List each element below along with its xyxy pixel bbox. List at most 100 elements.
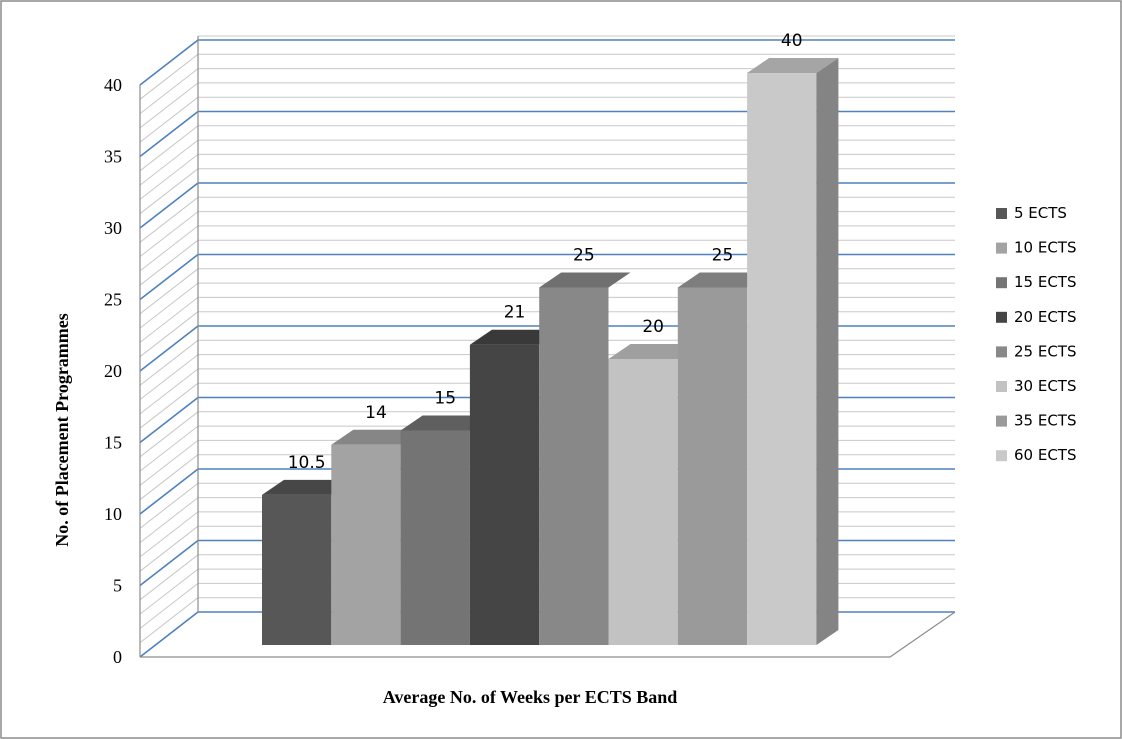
side-wall-gridline <box>139 354 199 400</box>
y-tick-label: 35 <box>104 147 122 167</box>
side-wall-gridline <box>139 168 199 215</box>
side-major-gridline <box>139 611 199 658</box>
legend-item: 10 ECTS <box>996 239 1077 257</box>
side-major-gridline <box>139 182 199 229</box>
legend-swatch <box>996 346 1007 358</box>
bar-60-ects <box>747 58 839 645</box>
legend-label: 15 ECTS <box>1014 273 1077 291</box>
side-major-gridline <box>139 325 199 372</box>
bar-top <box>677 272 770 288</box>
bar-front <box>469 344 540 645</box>
y-tick-label: 15 <box>104 433 122 453</box>
side-wall-gridline <box>139 268 199 315</box>
bar-top <box>608 344 700 359</box>
side-wall-gridline <box>139 568 199 615</box>
side-wall-gridline <box>139 425 199 472</box>
legend-swatch <box>996 450 1007 462</box>
legend-swatch <box>996 381 1007 392</box>
data-labels-layer: 10.5 14 15 21 25 20 25 40 <box>288 31 803 473</box>
y-tick-label: 5 <box>113 576 122 596</box>
bar-30-ects <box>608 344 700 645</box>
y-tick-label: 40 <box>104 75 122 95</box>
bar-top <box>469 329 562 345</box>
bar-front <box>608 359 678 645</box>
side-wall-gridline <box>139 583 199 629</box>
side-wall-gridline <box>139 382 199 429</box>
y-axis-title: No. of Placement Programmes <box>52 313 72 547</box>
side-major-gridline <box>139 39 199 86</box>
side-wall-gridline <box>139 525 199 572</box>
side-wall-gridline <box>139 53 199 100</box>
data-label: 40 <box>781 31 803 51</box>
side-wall-gridline <box>139 96 199 143</box>
data-label: 21 <box>504 303 526 323</box>
bar-top <box>400 415 492 431</box>
bar-side <box>816 58 839 645</box>
side-wall-gridline <box>139 154 199 200</box>
y-tick-labels-layer: 0 5 10 15 20 25 30 35 40 <box>104 75 122 667</box>
bar-front <box>677 287 748 645</box>
legend-label: 35 ECTS <box>1014 412 1077 430</box>
side-wall-gridline <box>139 511 199 558</box>
data-label: 20 <box>642 317 664 337</box>
y-tick-label: 0 <box>113 647 122 667</box>
legend-item: 25 ECTS <box>996 342 1077 360</box>
bar-front <box>262 494 332 645</box>
legend-label: 60 ECTS <box>1014 446 1077 464</box>
legend-swatch <box>996 208 1007 219</box>
legend-item: 15 ECTS <box>996 273 1077 291</box>
legend-label: 20 ECTS <box>1014 308 1077 326</box>
legend-swatch <box>996 277 1007 289</box>
legend-swatch <box>996 311 1007 323</box>
y-tick-label: 20 <box>104 361 122 381</box>
y-tick-label: 30 <box>104 218 122 238</box>
side-major-gridline <box>139 396 199 444</box>
legend-item: 5 ECTS <box>996 204 1067 222</box>
side-wall-gridline <box>139 311 199 358</box>
data-label: 25 <box>712 246 734 266</box>
bar-10-ects <box>331 429 423 645</box>
bar-top <box>331 429 423 445</box>
legend-item: 20 ECTS <box>996 308 1077 326</box>
side-wall-gridline <box>139 139 199 186</box>
bar-top <box>539 272 631 288</box>
x-axis-title: Average No. of Weeks per ECTS Band <box>383 687 678 707</box>
side-major-gridline <box>139 539 199 587</box>
side-wall-gridline <box>139 497 199 543</box>
side-wall-gridline <box>139 282 199 329</box>
legend-label: 10 ECTS <box>1014 239 1077 257</box>
side-wall-gridline <box>139 597 199 644</box>
bar-front <box>747 73 817 645</box>
side-wall-gridline <box>139 68 199 114</box>
axes-layer <box>139 36 956 658</box>
legend-item: 60 ECTS <box>996 446 1077 464</box>
data-label: 10.5 <box>288 453 326 473</box>
side-wall-gridline <box>139 440 199 486</box>
legend-swatch <box>996 415 1007 427</box>
data-label: 25 <box>573 246 595 266</box>
legend-swatch <box>996 242 1007 254</box>
side-wall-gridline <box>139 454 199 501</box>
side-wall-gridline <box>139 211 199 257</box>
data-label: 14 <box>365 403 387 423</box>
side-wall-gridline <box>139 297 199 343</box>
side-wall-gridline <box>139 225 199 272</box>
data-label: 15 <box>434 389 456 409</box>
legend-label: 5 ECTS <box>1014 204 1067 222</box>
side-wall-gridline <box>139 482 199 529</box>
y-tick-label: 10 <box>104 504 122 524</box>
legend-label: 25 ECTS <box>1014 342 1077 360</box>
legend-label: 30 ECTS <box>1014 377 1077 395</box>
bar-top <box>747 58 839 73</box>
legend-item: 35 ECTS <box>996 412 1077 430</box>
side-major-gridline <box>139 468 199 515</box>
bars-layer <box>262 58 839 645</box>
bar-15-ects <box>400 415 492 645</box>
side-wall-gridline <box>139 239 199 286</box>
y-tick-label: 25 <box>104 290 122 310</box>
side-wall-gridline <box>139 368 199 415</box>
side-wall-gridline <box>139 411 199 458</box>
legend: 5 ECTS 10 ECTS 15 ECTS 20 ECTS 25 ECTS 30 ECT… <box>996 204 1077 464</box>
side-major-gridline <box>139 110 199 158</box>
